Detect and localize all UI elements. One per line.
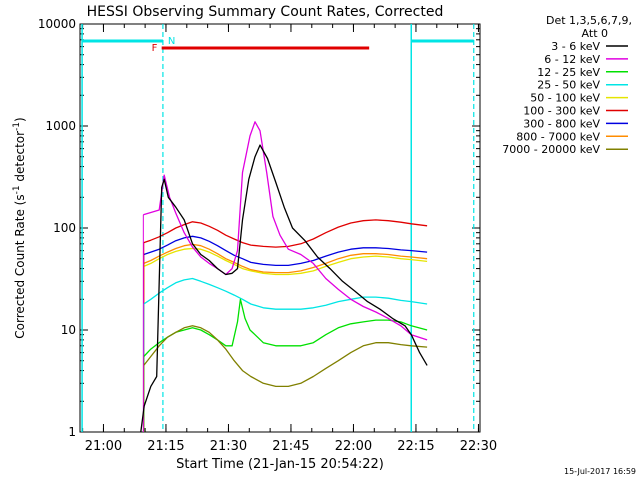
series-line (140, 144, 428, 433)
x-tick-labels: 21:00 21:15 21:30 21:45 22:00 22:15 22:30 (85, 439, 497, 454)
plot-frame (79, 23, 481, 433)
legend-label: 50 - 100 keV (530, 92, 600, 105)
observing-markers: NF (81, 24, 475, 432)
series-layer (140, 121, 428, 433)
legend-label: 800 - 7000 keV (516, 130, 600, 143)
series-line (143, 235, 428, 267)
x-tick-label: 22:15 (397, 439, 434, 454)
legend-label: 12 - 25 keV (537, 66, 600, 79)
series-line (143, 219, 428, 248)
x-tick-label: 21:30 (210, 439, 247, 454)
y-axis-label-mid: detector (13, 131, 27, 186)
legend-label: 6 - 12 keV (544, 53, 600, 66)
x-tick-label: 21:45 (272, 439, 309, 454)
footer-timestamp: 15-Jul-2017 16:59 (564, 467, 636, 476)
y-tick-label: 1 (68, 425, 76, 439)
y-axis-label-end: ) (13, 117, 27, 122)
legend-header-line-2: Att 0 (582, 27, 608, 40)
y-tick-label: 10000 (38, 17, 76, 31)
y-tick-label: 10 (61, 323, 76, 337)
y-tick-label: 100 (53, 221, 76, 235)
legend-label: 25 - 50 keV (537, 79, 600, 92)
y-axis-label-main: Corrected Count Rate (s (13, 194, 27, 338)
series-line (143, 325, 428, 388)
legend-label: 3 - 6 keV (551, 40, 600, 53)
y-axis-label: Corrected Count Rate (s-1 detector-1) (12, 117, 27, 338)
series-line (143, 277, 428, 310)
y-tick-labels: 1 10 100 1000 10000 (38, 17, 76, 439)
series-line (143, 298, 428, 357)
marker-label-f: F (152, 43, 158, 54)
series-line (143, 247, 428, 276)
legend-label: 7000 - 20000 keV (502, 143, 600, 156)
x-tick-label: 21:00 (85, 439, 122, 454)
series-line (143, 121, 428, 341)
x-axis-label: Start Time (21-Jan-15 20:54:22) (176, 457, 384, 472)
legend-label: 300 - 800 keV (523, 117, 600, 130)
series-line (143, 243, 428, 274)
y-tick-label: 1000 (45, 119, 76, 133)
x-tick-label: 22:30 (460, 439, 497, 454)
x-tick-label: 22:00 (335, 439, 372, 454)
y-axis-label-sup1: -1 (12, 185, 22, 194)
legend-label: 100 - 300 keV (523, 105, 600, 118)
legend-header-line-1: Det 1,3,5,6,7,9, (546, 14, 632, 27)
chart-title: HESSI Observing Summary Count Rates, Cor… (87, 4, 444, 20)
axis-ticks (80, 23, 480, 433)
x-tick-label: 21:15 (147, 439, 184, 454)
marker-label-n: N (168, 36, 175, 47)
y-axis-label-sup2: -1 (12, 122, 22, 131)
